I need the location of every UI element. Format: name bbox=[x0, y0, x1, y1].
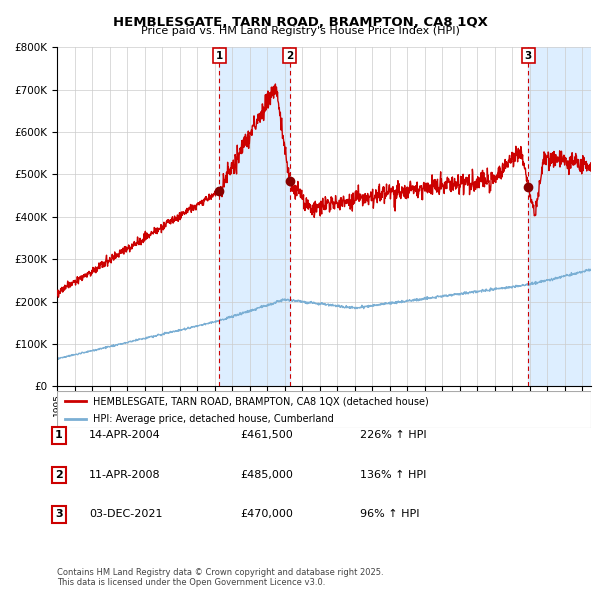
Text: 11-APR-2008: 11-APR-2008 bbox=[89, 470, 160, 480]
Text: £470,000: £470,000 bbox=[240, 510, 293, 519]
Bar bbox=[220, 47, 290, 386]
Text: 226% ↑ HPI: 226% ↑ HPI bbox=[360, 431, 427, 440]
FancyBboxPatch shape bbox=[57, 391, 591, 428]
Text: £461,500: £461,500 bbox=[240, 431, 293, 440]
Text: 1: 1 bbox=[216, 51, 223, 61]
Text: Price paid vs. HM Land Registry's House Price Index (HPI): Price paid vs. HM Land Registry's House … bbox=[140, 26, 460, 36]
Text: 2: 2 bbox=[55, 470, 62, 480]
Text: 3: 3 bbox=[524, 51, 532, 61]
Text: 2: 2 bbox=[286, 51, 293, 61]
Text: 14-APR-2004: 14-APR-2004 bbox=[89, 431, 161, 440]
Text: Contains HM Land Registry data © Crown copyright and database right 2025.
This d: Contains HM Land Registry data © Crown c… bbox=[57, 568, 383, 587]
Bar bbox=[529, 47, 591, 386]
Text: 03-DEC-2021: 03-DEC-2021 bbox=[89, 510, 162, 519]
Text: 1: 1 bbox=[55, 431, 62, 440]
Text: £485,000: £485,000 bbox=[240, 470, 293, 480]
Text: HEMBLESGATE, TARN ROAD, BRAMPTON, CA8 1QX (detached house): HEMBLESGATE, TARN ROAD, BRAMPTON, CA8 1Q… bbox=[94, 396, 429, 407]
Text: 3: 3 bbox=[55, 510, 62, 519]
Text: HPI: Average price, detached house, Cumberland: HPI: Average price, detached house, Cumb… bbox=[94, 414, 334, 424]
Text: 96% ↑ HPI: 96% ↑ HPI bbox=[360, 510, 419, 519]
Text: 136% ↑ HPI: 136% ↑ HPI bbox=[360, 470, 427, 480]
Text: HEMBLESGATE, TARN ROAD, BRAMPTON, CA8 1QX: HEMBLESGATE, TARN ROAD, BRAMPTON, CA8 1Q… bbox=[113, 16, 487, 29]
